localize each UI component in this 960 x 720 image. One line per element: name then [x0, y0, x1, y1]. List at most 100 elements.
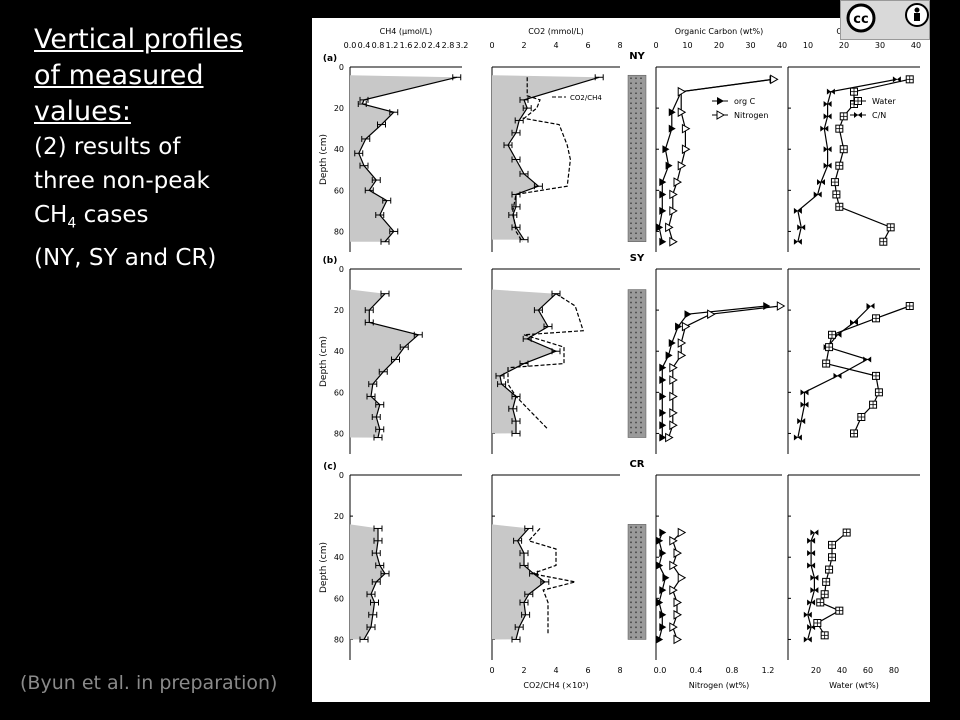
- stratigraphy-dot: [635, 376, 637, 379]
- nitrogen-series-line: [672, 532, 682, 640]
- site-label: NY: [629, 51, 645, 62]
- stratigraphy-dot: [640, 316, 642, 319]
- cc-icon-text: cc: [853, 12, 868, 27]
- stratigraphy-dot: [640, 222, 642, 225]
- stratigraphy-dot: [630, 601, 632, 604]
- stratigraphy-dot: [640, 82, 642, 85]
- title-line-3: values:: [34, 94, 304, 130]
- ch4-shaded-area: [350, 289, 419, 438]
- stratigraphy-dot: [640, 401, 642, 404]
- stratigraphy-dot: [640, 341, 642, 344]
- license-badge[interactable]: cc: [840, 0, 930, 40]
- license-badge-svg: cc: [846, 3, 929, 33]
- stratigraphy-dot: [640, 541, 642, 544]
- stratigraphy-dot: [635, 82, 637, 85]
- cn-series-line-point: [813, 191, 822, 198]
- cn-series-line-point: [807, 599, 816, 606]
- stratigraphy-dot: [630, 112, 632, 115]
- by-icon-body: [914, 13, 920, 21]
- ch4-tick-label: 0.4: [358, 41, 371, 50]
- stratigraphy-dot: [635, 212, 637, 215]
- ch4-tick-label: 2.4: [428, 41, 441, 50]
- orgc-series-line-point: [662, 145, 670, 154]
- stratigraphy-dot: [640, 576, 642, 579]
- co2-tick-label: 2: [521, 41, 526, 50]
- nitrogen-series-line: [667, 78, 774, 242]
- cn-series-line: [797, 305, 871, 438]
- cn-series-line-point: [800, 401, 809, 408]
- orgc-tick-label: 10: [682, 41, 692, 50]
- stratigraphy-dot: [635, 371, 637, 374]
- stratigraphy-dot: [640, 187, 642, 190]
- orgc-series-line-point: [656, 536, 664, 545]
- nitrogen-tick-label: 0.0: [654, 666, 667, 675]
- orgc-series-line-point: [684, 310, 692, 319]
- water-series-line: [816, 532, 848, 636]
- water-tick-label: 40: [837, 666, 847, 675]
- co2-axis-title: CO2 (mmol/L): [528, 27, 584, 36]
- stratigraphy-dot: [640, 371, 642, 374]
- nitrogen-series-line-point: [669, 585, 678, 595]
- depth-tick-label: 20: [334, 104, 344, 113]
- orgc-axis-title: Organic Carbon (wt%): [675, 27, 764, 36]
- nitrogen-series-line-point: [673, 548, 683, 558]
- stratigraphy-dot: [635, 207, 637, 210]
- ch4-tick-label: 1.6: [400, 41, 413, 50]
- orgc-tick-label: 20: [714, 41, 724, 50]
- depth-tick-label: 60: [334, 186, 344, 195]
- stratigraphy-dot: [630, 371, 632, 374]
- stratigraphy-dot: [640, 536, 642, 539]
- nitrogen-series-line-point: [673, 634, 683, 645]
- stratigraphy-dot: [640, 336, 642, 339]
- stratigraphy-dot: [635, 77, 637, 80]
- stratigraphy-dot: [640, 546, 642, 549]
- subtitle-cases: cases: [76, 202, 149, 228]
- stratigraphy-dot: [630, 566, 632, 569]
- stratigraphy-dot: [635, 162, 637, 165]
- cn-series-line-point: [863, 356, 872, 363]
- stratigraphy-dot: [635, 541, 637, 544]
- stratigraphy-dot: [640, 621, 642, 624]
- stratigraphy-dot: [640, 606, 642, 609]
- stratigraphy-dot: [640, 157, 642, 160]
- orgc-series-line-point: [659, 206, 667, 215]
- orgc-series-line-point: [665, 351, 673, 360]
- stratigraphy-dot: [640, 526, 642, 529]
- co2ch4-tick-label: 2: [521, 666, 526, 675]
- stratigraphy-dot: [635, 421, 637, 424]
- stratigraphy-dot: [640, 326, 642, 329]
- stratigraphy-dot: [640, 296, 642, 299]
- stratigraphy-column: [627, 524, 647, 640]
- nitrogen-series-line-point: [677, 86, 687, 97]
- stratigraphy-dot: [635, 182, 637, 185]
- cn-series-line-point: [823, 162, 832, 169]
- stratigraphy-dot: [630, 157, 632, 160]
- stratigraphy-dot: [635, 217, 637, 220]
- nitrogen-series-line-point: [669, 375, 678, 385]
- nitrogen-series-line-point: [776, 301, 786, 311]
- stratigraphy-column: [627, 289, 647, 438]
- water-axis-title: Water (wt%): [829, 681, 879, 690]
- stratigraphy-dot: [635, 551, 637, 554]
- stratigraphy-dot: [630, 581, 632, 584]
- stratigraphy-dot: [630, 606, 632, 609]
- stratigraphy-dot: [635, 636, 637, 639]
- stratigraphy-dot: [635, 546, 637, 549]
- co2ch4-tick-label: 0: [489, 666, 494, 675]
- cn-series-line-point: [803, 636, 812, 643]
- stratigraphy-dot: [640, 92, 642, 95]
- orgc-series-line-point: [659, 549, 667, 558]
- site-label: CR: [629, 459, 644, 470]
- co2-tick-label: 8: [617, 41, 622, 50]
- stratigraphy-dot: [640, 142, 642, 145]
- orgc-series-line-point: [659, 408, 667, 417]
- stratigraphy-dot: [635, 167, 637, 170]
- depth-tick-label: 0: [339, 471, 344, 480]
- ch4-tick-label: 2.8: [442, 41, 455, 50]
- stratigraphy-dot: [635, 431, 637, 434]
- orgc-series-line-point: [668, 124, 676, 133]
- stratigraphy-dot: [640, 321, 642, 324]
- orgc-series-line-point: [659, 433, 667, 442]
- orgc-series-line-point: [659, 178, 667, 187]
- stratigraphy-dot: [640, 212, 642, 215]
